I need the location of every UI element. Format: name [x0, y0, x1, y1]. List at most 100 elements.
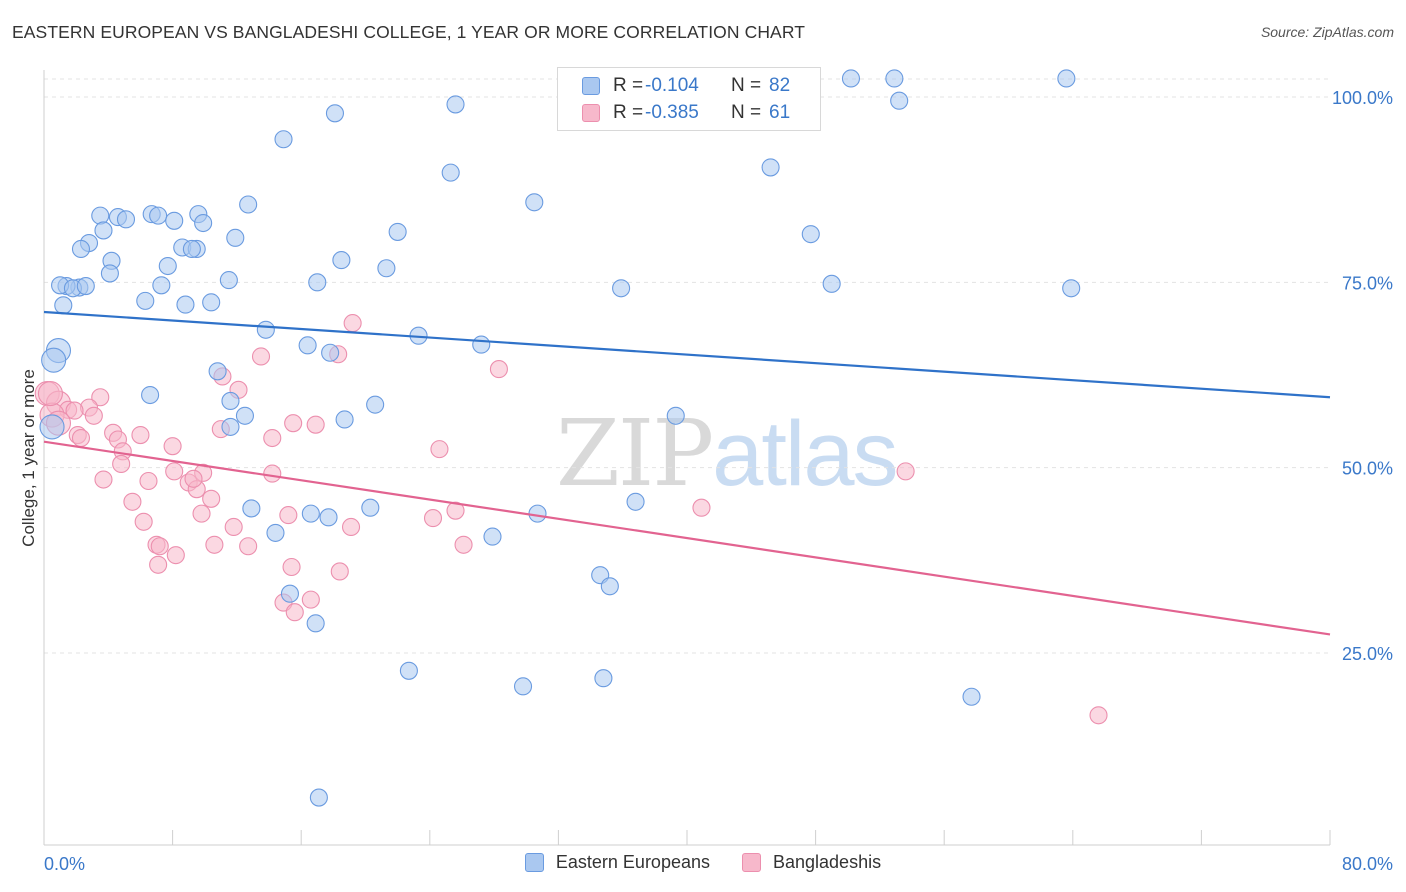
- point-eastern-europeans: [226, 228, 245, 247]
- point-bangladeshis: [184, 469, 203, 488]
- point-eastern-europeans: [41, 347, 67, 373]
- y-tick-label: 100.0%: [1332, 88, 1393, 108]
- point-eastern-europeans: [208, 362, 227, 381]
- point-eastern-europeans: [472, 335, 491, 354]
- point-eastern-europeans: [100, 264, 119, 283]
- legend-swatch-blue: [524, 853, 544, 872]
- point-eastern-europeans: [1057, 69, 1076, 88]
- n-label: N =: [731, 75, 762, 96]
- point-bangladeshis: [251, 347, 271, 366]
- point-eastern-europeans: [176, 295, 195, 314]
- r-value: -0.385: [645, 102, 699, 123]
- point-eastern-europeans: [280, 584, 299, 603]
- point-bangladeshis: [446, 501, 465, 520]
- point-eastern-europeans: [319, 508, 338, 527]
- legend-row-bangladeshis: R = -0.385 N = 61: [582, 100, 790, 126]
- y-axis-label: College, 1 year or more: [19, 369, 38, 547]
- point-eastern-europeans: [388, 222, 407, 241]
- point-bangladeshis: [139, 471, 158, 491]
- point-bangladeshis: [84, 406, 103, 425]
- point-eastern-europeans: [235, 406, 254, 425]
- point-eastern-europeans: [221, 391, 240, 410]
- point-bangladeshis: [285, 603, 304, 622]
- r-label: R =: [613, 102, 644, 123]
- point-bangladeshis: [489, 360, 508, 379]
- point-bangladeshis: [166, 546, 185, 565]
- point-eastern-europeans: [309, 788, 328, 807]
- point-bangladeshis: [149, 555, 168, 574]
- point-eastern-europeans: [194, 213, 213, 233]
- point-bangladeshis: [94, 470, 113, 489]
- point-bangladeshis: [91, 388, 110, 407]
- point-eastern-europeans: [321, 343, 340, 362]
- point-bangladeshis: [224, 517, 243, 537]
- point-eastern-europeans: [483, 527, 502, 546]
- chart-title: EASTERN EUROPEAN VS BANGLADESHI COLLEGE,…: [12, 22, 806, 42]
- point-eastern-europeans: [600, 577, 619, 596]
- point-eastern-europeans: [885, 69, 904, 88]
- point-bangladeshis: [163, 437, 182, 456]
- point-eastern-europeans: [182, 239, 201, 259]
- point-eastern-europeans: [91, 206, 110, 225]
- point-eastern-europeans: [221, 417, 240, 436]
- point-bangladeshis: [205, 535, 224, 554]
- r-value: -0.104: [645, 75, 699, 96]
- point-eastern-europeans: [149, 206, 168, 225]
- point-eastern-europeans: [94, 221, 113, 240]
- r-label: R =: [613, 75, 644, 96]
- point-eastern-europeans: [242, 499, 261, 518]
- point-bangladeshis: [202, 489, 221, 508]
- point-eastern-europeans: [39, 414, 65, 440]
- point-eastern-europeans: [202, 293, 221, 312]
- point-eastern-europeans: [158, 256, 177, 276]
- point-bangladeshis: [65, 401, 84, 420]
- point-bangladeshis: [150, 537, 169, 556]
- point-eastern-europeans: [256, 320, 275, 339]
- point-eastern-europeans: [377, 259, 396, 278]
- point-bangladeshis: [112, 454, 131, 474]
- point-bangladeshis: [896, 462, 915, 481]
- legend-label: Eastern Europeans: [555, 852, 710, 872]
- point-bangladeshis: [123, 492, 142, 511]
- point-eastern-europeans: [666, 406, 685, 425]
- point-eastern-europeans: [308, 273, 327, 292]
- legend-swatch-pink: [582, 104, 600, 122]
- point-bangladeshis: [423, 509, 443, 528]
- point-eastern-europeans: [165, 211, 184, 230]
- legend-row-eastern-europeans: R = -0.104 N = 82: [582, 73, 790, 99]
- legend-swatch-pink: [742, 853, 761, 872]
- point-bangladeshis: [134, 512, 153, 531]
- point-eastern-europeans: [71, 239, 91, 259]
- point-bangladeshis: [284, 414, 303, 433]
- point-bangladeshis: [71, 428, 91, 448]
- trend-line-bangladeshis: [43, 440, 1331, 636]
- y-tick-label: 75.0%: [1342, 273, 1393, 293]
- point-eastern-europeans: [152, 276, 171, 295]
- x-tick-label: 80.0%: [1342, 854, 1393, 874]
- legend-swatch-blue: [582, 77, 600, 95]
- point-eastern-europeans: [76, 276, 95, 296]
- n-value: 82: [769, 75, 791, 96]
- point-eastern-europeans: [441, 163, 460, 182]
- point-bangladeshis: [341, 517, 361, 537]
- point-eastern-europeans: [298, 336, 317, 355]
- point-eastern-europeans: [306, 614, 325, 633]
- point-bangladeshis: [279, 506, 298, 525]
- point-bangladeshis: [131, 425, 150, 445]
- n-value: 61: [769, 102, 791, 123]
- trend-line-eastern-europeans: [43, 310, 1331, 399]
- legend-label: Bangladeshis: [773, 852, 882, 872]
- point-bangladeshis: [301, 590, 320, 609]
- point-eastern-europeans: [822, 274, 841, 293]
- point-bangladeshis: [165, 462, 184, 481]
- point-eastern-europeans: [446, 95, 465, 114]
- point-bangladeshis: [1089, 706, 1108, 725]
- point-bangladeshis: [692, 498, 711, 517]
- point-eastern-europeans: [399, 661, 418, 680]
- point-eastern-europeans: [841, 69, 861, 88]
- x-tick-label: 0.0%: [44, 854, 85, 874]
- correlation-legend: R = -0.104 N = 82 R = -0.385 N = 61: [557, 67, 821, 131]
- series-legend: Eastern Europeans Bangladeshis: [0, 852, 1406, 873]
- point-bangladeshis: [330, 562, 349, 581]
